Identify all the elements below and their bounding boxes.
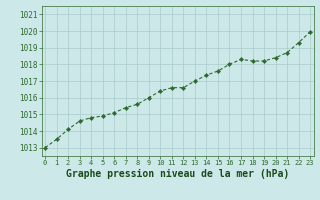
X-axis label: Graphe pression niveau de la mer (hPa): Graphe pression niveau de la mer (hPa) <box>66 169 289 179</box>
